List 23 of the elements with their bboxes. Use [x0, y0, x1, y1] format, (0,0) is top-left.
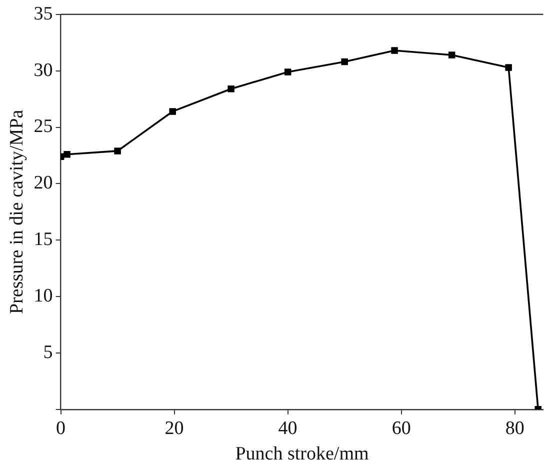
point — [505, 64, 512, 71]
point — [64, 150, 70, 158]
y-axis-title: Pressure in die cavity/MPa — [6, 109, 28, 314]
y-tick-label: 25 — [34, 116, 53, 138]
y-tick-label: 20 — [34, 172, 53, 194]
x-tick-label: 80 — [505, 418, 524, 439]
point — [448, 52, 456, 58]
y-tick-label: 30 — [34, 60, 53, 81]
point — [228, 86, 234, 92]
x-tick-label: 40 — [278, 418, 298, 439]
y-tick-label: 35 — [34, 3, 53, 24]
y-tick-label: 15 — [34, 229, 53, 250]
point — [169, 108, 176, 115]
point — [391, 47, 398, 54]
y-tick-label: 5 — [43, 342, 53, 363]
x-axis-title: Punch stroke/mm — [235, 444, 369, 465]
y-tick-label: 10 — [34, 286, 53, 307]
point — [114, 148, 121, 154]
x-tick-label: 0 — [56, 418, 66, 439]
x-tick-label: 60 — [392, 418, 411, 439]
x-tick-label: 20 — [164, 418, 184, 439]
point — [284, 68, 292, 76]
point — [341, 58, 348, 66]
